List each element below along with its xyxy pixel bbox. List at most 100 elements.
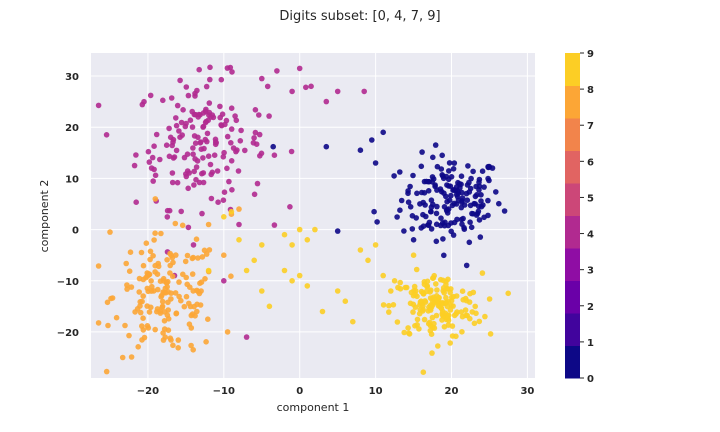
point-label-4: [190, 151, 196, 157]
point-label-9: [394, 319, 401, 325]
point-label-4: [95, 102, 102, 109]
point-label-9: [472, 303, 479, 310]
point-label-4: [222, 121, 228, 128]
point-label-0: [371, 208, 377, 215]
point-label-0: [419, 189, 425, 196]
point-label-0: [469, 210, 475, 217]
point-label-4: [218, 76, 225, 83]
point-label-7: [138, 249, 145, 256]
point-label-4: [199, 210, 205, 217]
point-label-9: [466, 299, 473, 305]
point-label-9: [289, 278, 295, 284]
point-label-7: [175, 337, 182, 343]
point-label-7: [190, 347, 196, 353]
point-label-4: [183, 84, 190, 90]
point-label-9: [447, 289, 454, 296]
point-label-0: [479, 168, 486, 174]
point-label-4: [303, 84, 309, 91]
point-label-0: [405, 199, 412, 205]
point-label-9: [372, 242, 379, 248]
point-label-4: [103, 132, 110, 138]
point-label-7: [180, 271, 186, 278]
point-label-0: [501, 208, 508, 214]
point-label-9: [487, 331, 494, 337]
point-label-4: [160, 97, 166, 104]
point-label-4: [254, 180, 261, 187]
point-label-0: [476, 217, 483, 223]
point-label-7: [192, 313, 198, 319]
point-label-4: [252, 129, 259, 136]
point-label-0: [397, 207, 403, 213]
point-label-4: [323, 98, 330, 105]
point-label-4: [208, 195, 215, 202]
point-label-4: [185, 92, 192, 99]
point-label-9: [420, 306, 426, 313]
point-label-9: [435, 343, 441, 349]
point-label-4: [149, 154, 156, 161]
point-label-4: [192, 93, 198, 99]
point-label-0: [481, 184, 487, 190]
point-label-7: [168, 290, 174, 297]
point-label-0: [407, 183, 413, 190]
point-label-9: [412, 291, 419, 298]
point-label-9: [289, 242, 295, 248]
x-tick-label: 10: [369, 386, 383, 397]
point-label-9: [434, 287, 440, 293]
point-label-9: [266, 303, 273, 310]
point-label-4: [228, 105, 235, 111]
point-label-0: [450, 232, 457, 238]
point-label-4: [251, 135, 257, 141]
point-label-7: [195, 255, 201, 261]
point-label-7: [158, 230, 164, 237]
point-label-9: [386, 309, 392, 315]
y-tick-label: 0: [72, 226, 79, 237]
colorbar-tick-labels: 0 1 2 3 4 5 6 7 8 9: [587, 49, 594, 385]
point-label-7: [152, 326, 158, 333]
point-label-0: [456, 181, 463, 187]
point-label-7: [167, 262, 173, 269]
point-label-0: [451, 160, 458, 166]
point-label-9: [304, 283, 311, 289]
colorbar-tick-label: 0: [587, 374, 594, 385]
point-label-7: [143, 240, 150, 246]
colorbar-segment: [565, 345, 580, 379]
point-label-4: [206, 100, 213, 106]
point-label-0: [434, 163, 441, 170]
point-label-7: [139, 298, 145, 305]
point-label-4: [208, 171, 214, 178]
point-label-9: [441, 290, 448, 296]
point-label-0: [459, 195, 466, 201]
point-label-4: [271, 222, 278, 228]
point-label-0: [466, 239, 473, 246]
point-label-9: [342, 298, 349, 305]
point-label-0: [470, 168, 476, 175]
point-label-4: [205, 153, 212, 159]
point-label-9: [420, 290, 427, 297]
point-label-9: [334, 288, 341, 294]
point-label-9: [350, 318, 356, 325]
point-label-7: [165, 307, 171, 313]
point-label-7: [183, 293, 190, 300]
point-label-7: [182, 258, 189, 265]
point-label-4: [259, 75, 265, 82]
y-tick-label: 10: [65, 174, 79, 185]
point-label-4: [219, 111, 226, 117]
point-label-4: [361, 88, 368, 95]
point-label-4: [200, 155, 206, 161]
point-label-0: [453, 191, 460, 198]
point-label-4: [147, 92, 154, 99]
point-label-7: [224, 329, 231, 335]
point-label-7: [119, 354, 126, 361]
point-label-7: [149, 283, 155, 290]
point-label-4: [174, 102, 181, 109]
point-label-7: [136, 289, 142, 295]
point-label-4: [250, 140, 257, 146]
point-label-9: [414, 316, 421, 323]
point-label-7: [172, 220, 179, 227]
colorbar-tick-label: 7: [587, 121, 594, 132]
point-label-9: [281, 267, 288, 274]
point-label-9: [422, 298, 428, 304]
point-label-9: [433, 281, 439, 287]
point-label-7: [178, 297, 184, 304]
point-label-4: [191, 182, 197, 188]
